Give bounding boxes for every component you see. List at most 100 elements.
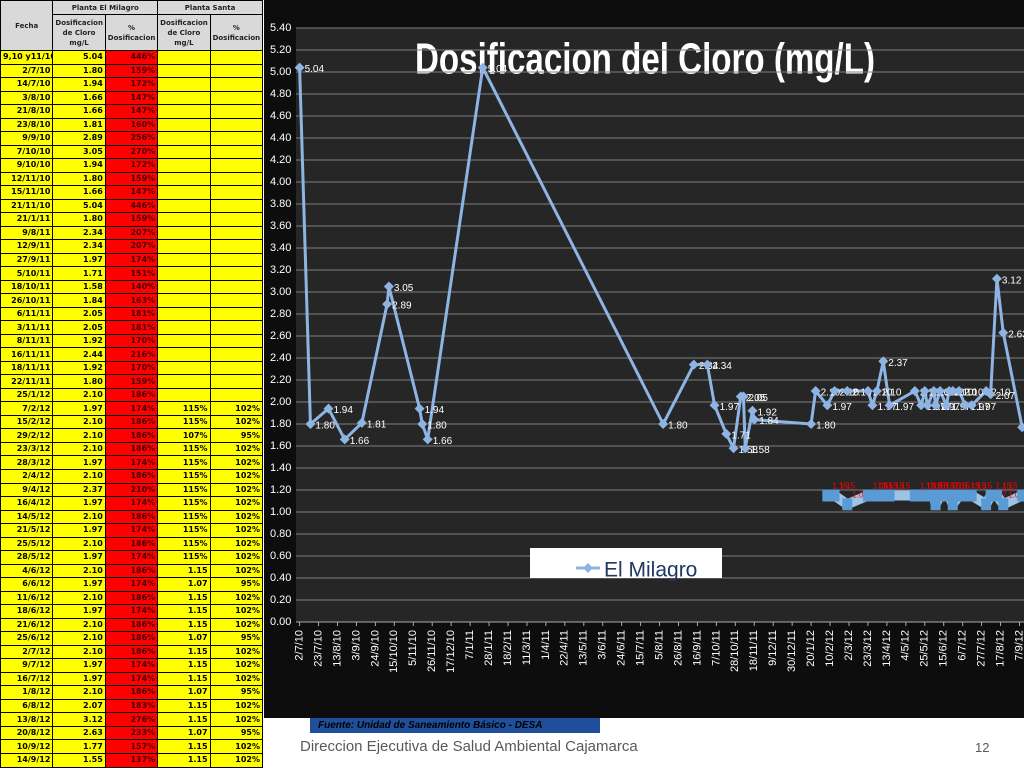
x-tick-label: 23/7/10	[312, 630, 324, 667]
x-tick-label: 26/8/11	[672, 630, 684, 666]
data-label: 1.97	[970, 402, 990, 413]
table-cell: 159%	[104, 212, 159, 227]
data-marker	[323, 403, 334, 414]
column-header: % Dosificacion	[104, 14, 159, 51]
data-label: 1.58	[739, 445, 759, 456]
y-tick-label: 1.40	[270, 462, 291, 474]
table-cell: 18/6/12	[0, 604, 54, 619]
data-label: 1.80	[668, 421, 688, 432]
x-tick-label: 22/4/11	[559, 630, 571, 666]
table-cell: 1/8/12	[0, 685, 54, 700]
table-cell: 6/11/11	[0, 306, 54, 322]
table-cell: 2.10	[52, 617, 106, 633]
table-cell	[157, 104, 211, 119]
table-cell	[209, 333, 264, 349]
x-tick-label: 3/9/10	[350, 630, 362, 661]
y-tick-label: 2.60	[270, 330, 291, 342]
x-tick-label: 4/5/12	[900, 630, 912, 661]
data-label: 1.15	[832, 482, 848, 491]
data-label: 1.92	[757, 407, 777, 418]
table-cell	[157, 198, 211, 214]
table-row: 12/11/10 1.80 159%	[0, 171, 264, 187]
table-cell: 1.97	[52, 550, 106, 565]
data-label: 1.15	[970, 482, 986, 491]
table-cell	[209, 252, 264, 268]
table-cell: 172%	[104, 158, 159, 173]
table-cell: 5/10/11	[0, 266, 54, 281]
table-cell	[209, 185, 264, 200]
table-row: 21/8/10 1.66 147%	[0, 104, 264, 119]
table-row: 9/9/10 2.89 256%	[0, 131, 264, 146]
table-cell: 1.15	[157, 739, 211, 754]
data-marker	[985, 489, 996, 502]
y-tick-label: 3.20	[270, 264, 291, 276]
table-cell: 174%	[104, 658, 159, 673]
table-cell: 160%	[104, 117, 159, 133]
y-tick-label: 2.80	[270, 308, 291, 320]
table-cell: 102%	[209, 617, 264, 633]
table-row: 15/11/10 1.66 147%	[0, 185, 264, 200]
table-cell: 216%	[104, 347, 159, 362]
table-cell: 2.10	[52, 590, 106, 606]
table-column-header: Dosificacion de Cloro mg/L % Dosificacio…	[1, 14, 264, 51]
data-marker	[928, 489, 939, 502]
data-marker	[966, 400, 977, 411]
table-cell: 172%	[104, 77, 159, 92]
table-cell: 1.58	[52, 279, 106, 295]
table-row: 28/3/12 1.97 174% 115% 102%	[0, 455, 264, 470]
table-cell: 13/8/12	[0, 712, 54, 727]
table-cell: 210%	[104, 482, 159, 497]
data-label: 2.34	[712, 361, 732, 372]
table-cell: 174%	[104, 671, 159, 687]
x-tick-label: 13/8/10	[331, 630, 343, 667]
table-cell: 1.15	[157, 604, 211, 619]
table-cell: 2.10	[52, 644, 106, 660]
table-cell: 174%	[104, 550, 159, 565]
x-tick-label: 30/12/11	[786, 630, 798, 672]
table-cell: 115%	[157, 482, 211, 497]
table-cell: 2.10	[52, 509, 106, 525]
table-row: 1/8/12 2.10 186% 1.07 95%	[0, 685, 264, 700]
data-label: 1.15	[964, 482, 980, 491]
table-row: 5/10/11 1.71 151%	[0, 266, 264, 281]
table-cell: 276%	[104, 712, 159, 727]
table-cell: 16/7/12	[0, 671, 54, 687]
data-label: 1.15	[977, 482, 993, 491]
table-cell: 102%	[209, 536, 264, 552]
y-tick-label: 0.00	[270, 616, 291, 628]
table-cell	[157, 63, 211, 79]
legend: El Milagro	[530, 548, 722, 582]
table-cell: 28/3/12	[0, 455, 54, 470]
table-cell: 2.34	[52, 225, 106, 241]
x-tick-label: 5/11/10	[407, 630, 419, 666]
data-label: 1.80	[427, 421, 447, 432]
table-cell: 21/8/10	[0, 104, 54, 119]
data-label: 1.15	[954, 482, 970, 491]
x-tick-label: 16/9/11	[691, 630, 703, 666]
data-marker	[305, 419, 316, 429]
table-cell: 11/6/12	[0, 590, 54, 606]
table-cell	[209, 266, 264, 281]
x-tick-label: 18/2/11	[502, 630, 514, 666]
table-cell: 1.07	[157, 685, 211, 700]
data-label: 2.10	[882, 388, 902, 399]
table-row: 2/4/12 2.10 186% 115% 102%	[0, 469, 264, 484]
data-marker	[688, 359, 699, 370]
x-tick-label: 11/3/11	[521, 630, 533, 665]
table-cell: 2.05	[52, 306, 106, 322]
data-label: 2.10	[958, 388, 978, 399]
data-label: 1.66	[433, 436, 453, 447]
data-marker	[1017, 422, 1024, 433]
table-cell: 151%	[104, 266, 159, 281]
x-tick-label: 23/3/12	[862, 630, 874, 667]
table-cell	[209, 279, 264, 295]
data-marker	[960, 489, 971, 502]
data-marker	[909, 489, 920, 502]
data-marker	[477, 62, 488, 73]
x-tick-label: 7/10/11	[710, 630, 722, 666]
data-marker	[867, 400, 878, 411]
table-cell: 1.97	[52, 577, 106, 592]
table-cell: 10/9/12	[0, 739, 54, 754]
table-cell: 2/7/12	[0, 644, 54, 660]
table-cell: 15/2/12	[0, 414, 54, 430]
